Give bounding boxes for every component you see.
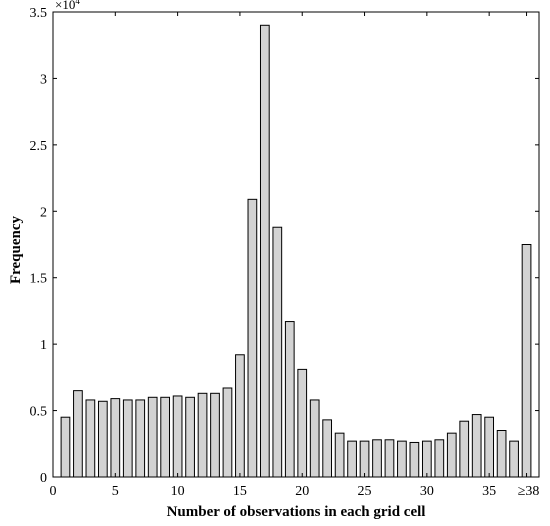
bar-25 — [359, 440, 370, 478]
x-tick-label: 30 — [420, 484, 434, 499]
bar-26 — [372, 439, 382, 478]
bar-13 — [210, 392, 220, 478]
bar-32 — [446, 432, 457, 478]
y-tick-label: 2.5 — [30, 139, 48, 154]
x-tick-label: 15 — [233, 484, 247, 499]
y-tick-label: 0 — [40, 471, 47, 486]
y-axis-ticks: 0 0.5 1 1.5 2 2.5 3 3.5 — [30, 6, 539, 486]
bar-19 — [284, 321, 295, 478]
y-tick-label: 1.5 — [30, 272, 48, 287]
bar-12 — [197, 392, 208, 478]
bar-11 — [185, 396, 195, 478]
y-multiplier: ×104 — [55, 0, 80, 12]
x-tick-label: 35 — [482, 484, 496, 499]
x-tick-label: 5 — [112, 484, 119, 499]
bars-group — [60, 24, 532, 478]
y-axis-label: Frequency — [8, 215, 24, 284]
y-tick-label: 3.5 — [30, 6, 48, 21]
x-tick-label: 0 — [50, 484, 57, 499]
bar-33 — [459, 420, 470, 478]
bar-9 — [160, 396, 171, 478]
bar-16 — [247, 198, 258, 478]
bar-21 — [309, 399, 320, 478]
bar-6 — [122, 399, 133, 478]
x-tick-label: ≥38 — [518, 484, 540, 499]
y-tick-label: 0.5 — [30, 405, 48, 420]
x-tick-label: 10 — [171, 484, 185, 499]
bar-3 — [85, 399, 96, 478]
bar-22 — [322, 419, 333, 478]
bar-18 — [272, 226, 283, 478]
bar-31 — [434, 439, 445, 478]
bar-5 — [110, 398, 121, 478]
x-tick-label: 20 — [295, 484, 309, 499]
bar-23 — [334, 432, 345, 478]
bar-17 — [259, 24, 270, 478]
bar-28 — [397, 440, 407, 478]
bar-8 — [147, 396, 158, 478]
bar-38 — [521, 244, 532, 478]
plot-frame — [52, 11, 540, 478]
bar-30 — [421, 440, 432, 478]
bar-15 — [235, 354, 245, 478]
x-axis-label: Number of observations in each grid cell — [167, 504, 426, 520]
bar-2 — [73, 390, 83, 478]
bar-34 — [471, 414, 482, 478]
bar-29 — [409, 441, 420, 478]
bar-27 — [384, 439, 395, 478]
bar-37 — [509, 440, 519, 478]
bar-10 — [172, 395, 183, 478]
x-tick-label: 25 — [358, 484, 372, 499]
bar-24 — [347, 440, 357, 478]
bar-20 — [297, 368, 308, 478]
bar-1 — [60, 416, 71, 478]
x-axis-ticks: 0 5 10 15 20 25 30 35 ≥38 — [50, 12, 540, 499]
y-tick-label: 3 — [40, 72, 47, 87]
y-tick-label: 1 — [40, 338, 47, 353]
bar-14 — [222, 387, 233, 478]
y-tick-label: 2 — [40, 205, 47, 220]
bar-7 — [135, 399, 146, 478]
bar-36 — [496, 430, 507, 478]
bar-4 — [97, 400, 108, 478]
bar-35 — [484, 416, 495, 478]
